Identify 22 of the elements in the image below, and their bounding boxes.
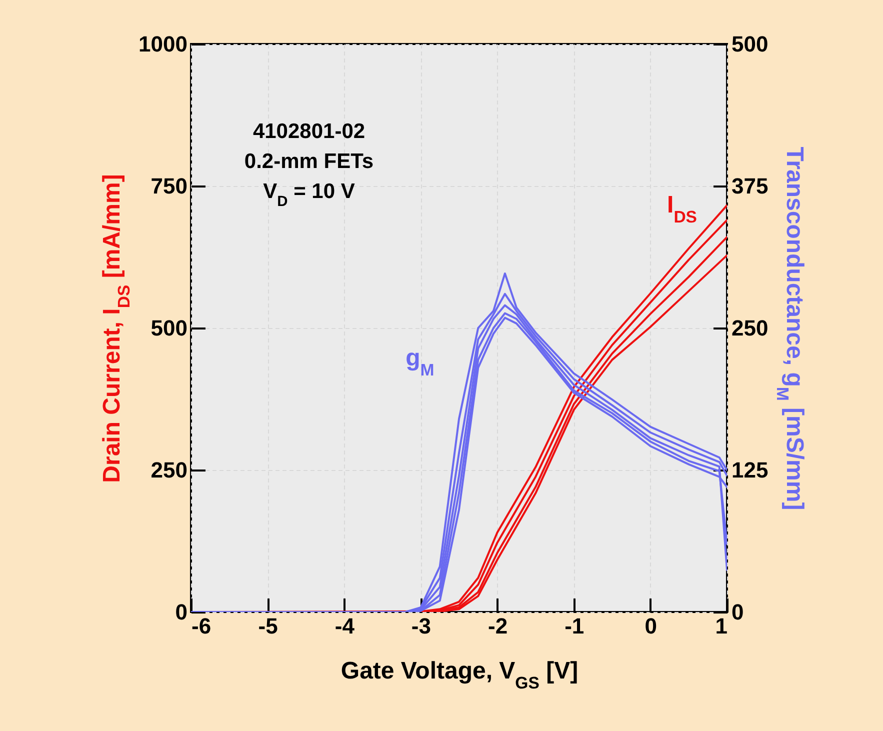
y-tick-label: 750 — [150, 174, 188, 198]
series-label: I$_{DS}$ — [667, 191, 697, 226]
annotation: 4102801-02 — [252, 120, 366, 143]
y-tick-label: 1000 — [138, 32, 188, 56]
annotation: V$_{D}$ = 10 V — [263, 180, 355, 210]
x-tick-label: -3 — [411, 614, 431, 638]
x-tick-label: -6 — [192, 614, 212, 638]
x-tick-label: -1 — [564, 614, 584, 638]
x-tick-label: 1 — [715, 614, 728, 638]
y2-tick-label: 250 — [732, 316, 768, 340]
x-tick-label: -2 — [488, 614, 508, 638]
y2-tick-label: 125 — [732, 458, 768, 482]
y2-tick-label: 500 — [732, 32, 768, 56]
annotation: 0.2-mm FETs — [244, 150, 374, 173]
y-tick-label: 500 — [150, 316, 188, 340]
x-tick-label: -4 — [334, 614, 356, 638]
series-label: g$_{M}$ — [406, 344, 434, 379]
x-tick-label: 0 — [644, 614, 658, 638]
y-tick-label: 250 — [150, 458, 188, 482]
x-axis-title: Gate Voltage, V$_{GS}$ [V] — [340, 658, 578, 692]
y2-tick-label: 375 — [732, 174, 768, 198]
x-tick-label: -5 — [258, 614, 278, 638]
